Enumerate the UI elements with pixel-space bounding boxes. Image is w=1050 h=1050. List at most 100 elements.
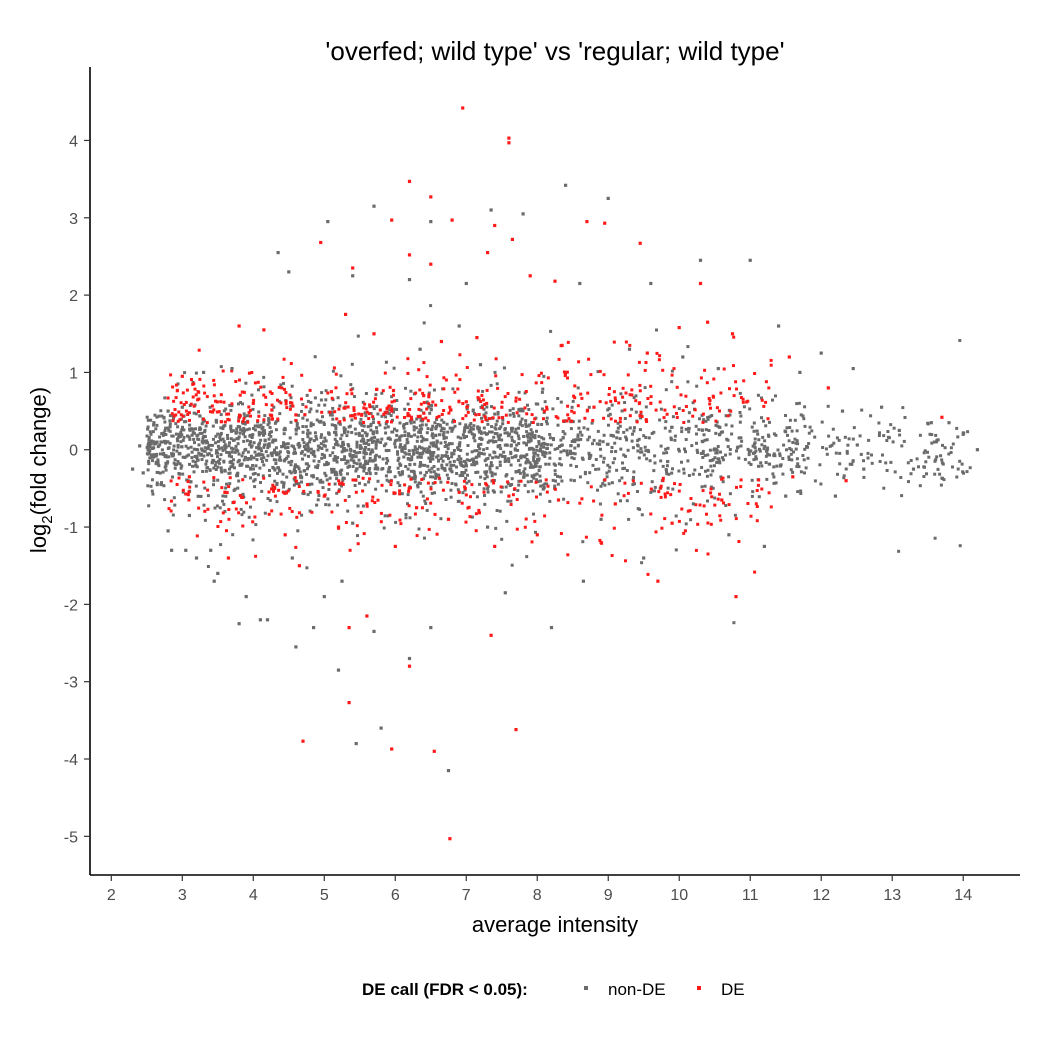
- non-de-point: [429, 220, 433, 224]
- legend: DE call (FDR < 0.05): non-DE DE: [362, 980, 745, 999]
- non-de-point-cloud: [145, 304, 972, 625]
- de-point: [415, 506, 419, 510]
- non-de-point: [486, 525, 490, 529]
- non-de-point: [418, 347, 422, 351]
- x-tick-label: 12: [812, 887, 830, 904]
- non-de-point: [340, 579, 344, 583]
- x-tick-label: 7: [462, 887, 471, 904]
- de-point: [500, 405, 504, 409]
- non-de-point: [911, 467, 916, 471]
- non-de-point: [152, 421, 156, 425]
- x-tick-label: 11: [742, 887, 759, 904]
- de-point: [351, 266, 355, 270]
- de-point-cloud: [166, 335, 773, 576]
- de-point: [670, 521, 674, 525]
- de-point: [649, 401, 653, 405]
- non-de-point: [929, 421, 933, 425]
- non-de-point: [947, 421, 951, 425]
- non-de-point: [784, 494, 788, 498]
- de-point: [180, 374, 184, 378]
- y-tick-label: -3: [64, 675, 78, 692]
- y-axis-title: log2(fold change): [26, 387, 56, 553]
- de-point: [336, 525, 341, 529]
- non-de-point: [237, 622, 241, 626]
- non-de-point: [290, 556, 294, 560]
- x-tick-label: 6: [391, 887, 400, 904]
- non-de-point: [294, 645, 298, 649]
- de-point: [461, 106, 465, 110]
- non-de-point: [351, 274, 355, 278]
- de-point: [493, 544, 497, 548]
- non-de-point: [961, 432, 965, 436]
- de-point: [730, 332, 735, 336]
- de-point: [844, 479, 848, 483]
- de-point: [489, 633, 493, 637]
- x-tick-label: 5: [320, 887, 329, 904]
- y-tick-label: 4: [69, 133, 78, 150]
- legend-swatch-non-de: [584, 986, 588, 990]
- de-point: [422, 394, 426, 398]
- non-de-point: [819, 351, 823, 355]
- non-de-point: [379, 726, 383, 730]
- y-tick-label: 3: [69, 211, 78, 228]
- y-axis-title-subscript: 2: [39, 515, 56, 523]
- de-point: [475, 336, 479, 340]
- non-de-point: [698, 258, 703, 262]
- non-de-point: [464, 281, 468, 286]
- legend-label-non-de: non-DE: [608, 980, 666, 999]
- de-point: [698, 281, 703, 286]
- de-point: [301, 739, 305, 743]
- non-de-point: [446, 769, 451, 773]
- non-de-point: [184, 548, 188, 552]
- y-tick-label: 2: [69, 288, 78, 305]
- non-de-point: [407, 656, 412, 661]
- non-de-point: [681, 355, 685, 359]
- de-point: [429, 262, 433, 266]
- de-point: [446, 517, 451, 521]
- y-tick-label: -2: [64, 597, 78, 614]
- y-axis-title-log: log: [26, 524, 51, 553]
- de-point: [720, 498, 724, 502]
- de-point: [656, 579, 660, 583]
- de-point: [187, 475, 191, 479]
- non-de-point: [716, 367, 720, 371]
- non-de-point: [880, 405, 884, 409]
- de-point: [237, 324, 241, 328]
- de-point: [706, 320, 710, 324]
- non-de-point: [798, 370, 802, 374]
- non-de-point: [564, 183, 568, 187]
- non-de-point: [336, 668, 341, 672]
- de-point: [560, 343, 564, 347]
- de-point: [826, 386, 830, 390]
- non-de-point: [166, 529, 170, 533]
- non-de-point: [166, 409, 170, 413]
- de-point: [251, 401, 255, 405]
- de-point: [528, 274, 532, 278]
- legend-swatch-de: [697, 986, 701, 990]
- non-de-point: [194, 556, 199, 560]
- non-de-point: [599, 517, 603, 521]
- y-tick-label: -4: [64, 752, 78, 769]
- x-tick-label: 3: [178, 887, 187, 904]
- de-point: [432, 749, 436, 753]
- de-point: [439, 339, 443, 344]
- de-point: [514, 728, 518, 732]
- de-point: [448, 837, 452, 841]
- non-de-point: [212, 579, 216, 583]
- de-point: [791, 475, 795, 479]
- chart-title: 'overfed; wild type' vs 'regular; wild t…: [325, 36, 784, 66]
- de-point: [294, 413, 298, 417]
- de-point: [429, 195, 433, 199]
- x-tick-label: 14: [954, 887, 972, 904]
- de-point: [273, 486, 277, 490]
- non-de-point: [549, 626, 554, 630]
- de-point: [322, 494, 326, 498]
- non-de-point: [503, 591, 507, 595]
- non-de-point: [762, 544, 766, 548]
- non-de-point: [649, 281, 653, 286]
- non-de-point: [489, 208, 493, 212]
- de-point: [940, 415, 944, 419]
- de-point: [603, 221, 607, 225]
- non-de-point: [862, 467, 866, 471]
